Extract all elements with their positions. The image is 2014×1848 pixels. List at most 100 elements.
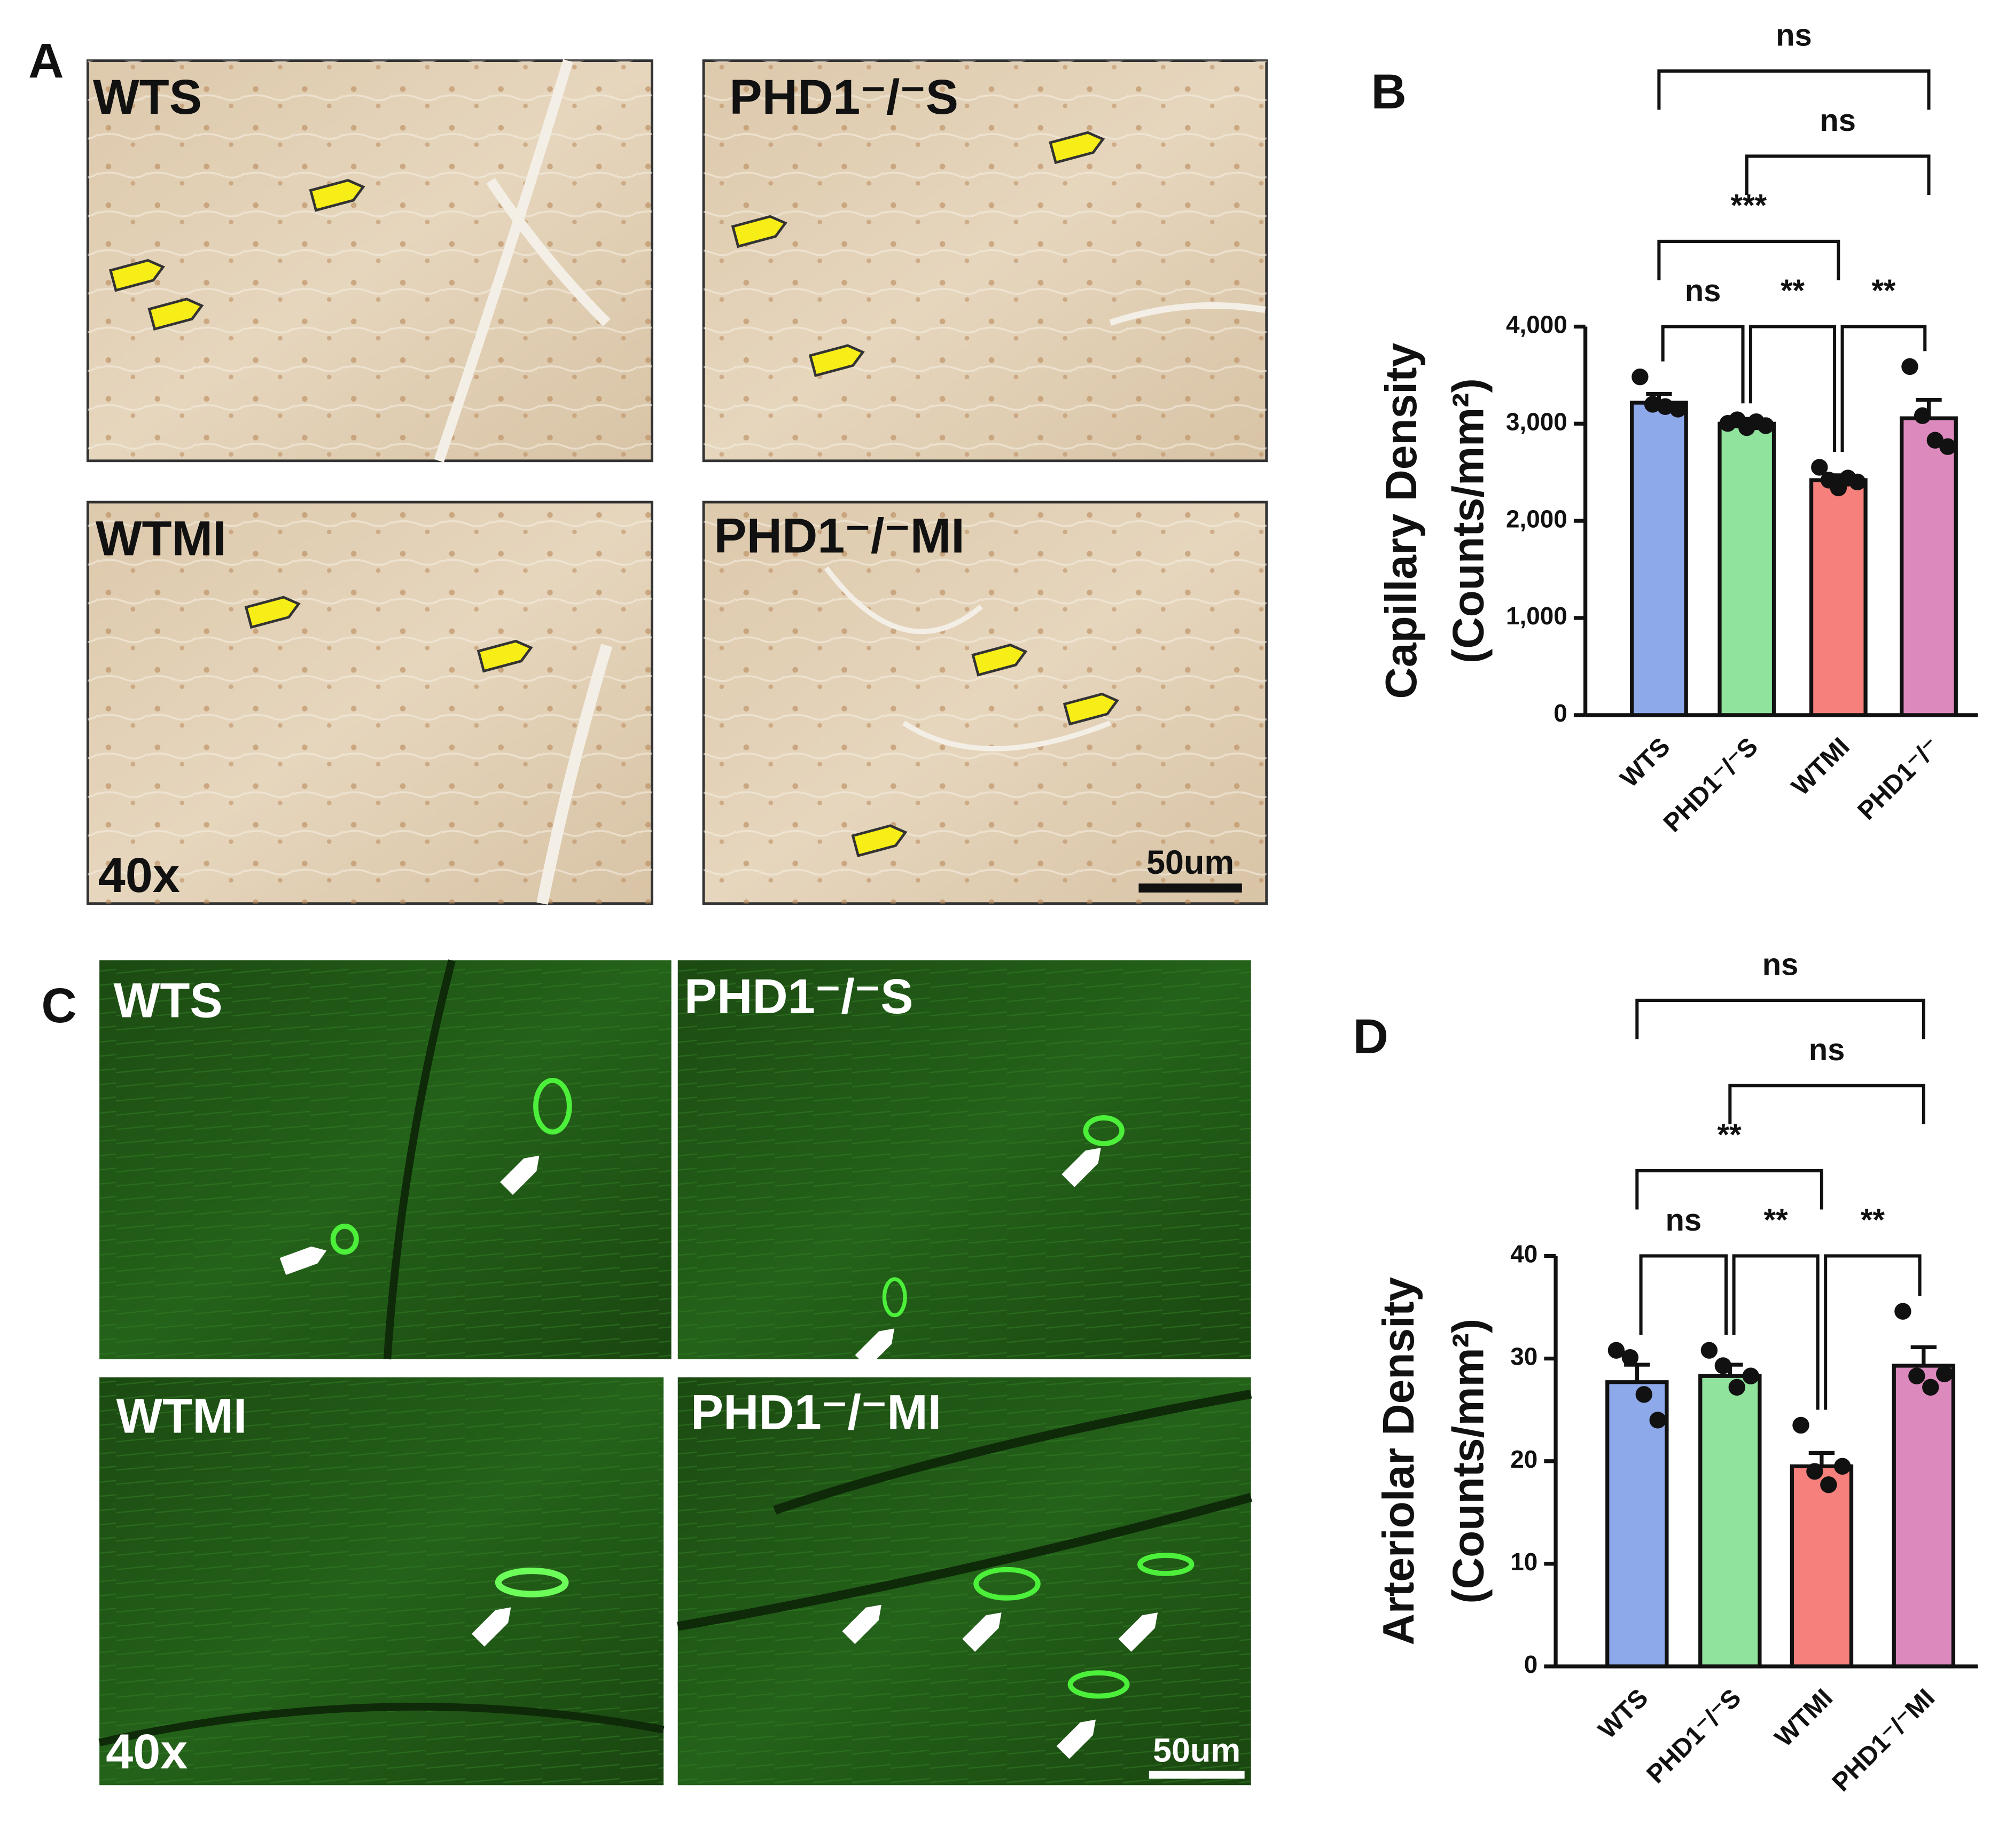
- data-point: [1669, 401, 1687, 418]
- significance-bracket: [1824, 1254, 1922, 1410]
- error-bar: [1808, 1451, 1835, 1467]
- bar: [1698, 1374, 1762, 1669]
- bar: [1790, 1464, 1854, 1669]
- x-tick-label: WTS: [1615, 732, 1676, 793]
- micrograph: [677, 1377, 1252, 1786]
- significance-label: ns: [1762, 947, 1799, 982]
- data-point: [1926, 432, 1944, 449]
- data-point: [1621, 1349, 1639, 1366]
- data-point: [1908, 1367, 1925, 1384]
- significance-label: ns: [1685, 273, 1721, 308]
- significance-bracket: [1635, 1169, 1823, 1210]
- data-point: [1806, 1463, 1823, 1480]
- significance-bracket: [1635, 998, 1925, 1039]
- y-tick-label: 3,000: [1506, 408, 1567, 435]
- micrographs-c: C WTS PHD1⁻/⁻S WTMI PHD1⁻/⁻MI 40x 50um: [41, 959, 1252, 1786]
- significance-label: **: [1871, 273, 1896, 308]
- data-point: [1834, 1458, 1851, 1475]
- data-point: [1936, 1365, 1953, 1383]
- y-axis-title: Arteriolar Density: [1375, 1277, 1423, 1646]
- data-point: [1657, 398, 1674, 416]
- data-point: [1714, 1357, 1732, 1374]
- significance-bracket: [1745, 154, 1931, 195]
- micrograph: [702, 500, 1268, 905]
- data-point: [1700, 1342, 1718, 1359]
- bar: [1630, 401, 1688, 717]
- y-tick-label: 0: [1524, 1650, 1538, 1678]
- data-point: [1757, 417, 1774, 434]
- caption: PHD1⁻/⁻S: [684, 969, 914, 1024]
- error-bar: [1624, 1362, 1650, 1382]
- significance-label: ***: [1731, 188, 1767, 223]
- magnification: 40x: [106, 1725, 188, 1779]
- data-point: [1644, 396, 1661, 413]
- micrograph: [702, 59, 1268, 463]
- bar: [1718, 421, 1776, 717]
- y-tick-label: 4,000: [1506, 311, 1567, 339]
- significance-bracket: [1732, 1254, 1820, 1410]
- x-tick-label: PHD1⁻/⁻S: [1641, 1683, 1747, 1789]
- significance-bracket: [1748, 325, 1837, 452]
- micrograph: [86, 59, 653, 463]
- data-point: [1849, 473, 1866, 491]
- caption: PHD1⁻/⁻MI: [714, 508, 964, 563]
- significance-label: **: [1781, 273, 1805, 308]
- caption: WTMI: [96, 511, 227, 566]
- scale-bar-label: 50um: [1153, 1732, 1240, 1769]
- y-tick-label: 0: [1554, 699, 1567, 727]
- significance-label: ns: [1809, 1032, 1845, 1067]
- significance-label: ns: [1665, 1203, 1701, 1238]
- significance-bracket: [1657, 69, 1931, 110]
- x-tick-label: WTS: [1593, 1683, 1654, 1744]
- x-tick-label: WTMI: [1769, 1683, 1838, 1752]
- y-axis-title: Capillary Density: [1377, 343, 1426, 699]
- y-tick-label: 20: [1510, 1445, 1537, 1473]
- scale-bar-label: 50um: [1146, 844, 1234, 881]
- data-point: [1820, 1476, 1837, 1493]
- data-point: [1901, 358, 1918, 375]
- data-point: [1607, 1342, 1625, 1359]
- data-point: [1922, 1379, 1939, 1396]
- data-point: [1728, 1379, 1746, 1396]
- y-tick-label: 1,000: [1506, 602, 1567, 630]
- y-axis-title: (Counts/mm²): [1445, 378, 1493, 663]
- x-tick-label: PHD1⁻/⁻MI: [1826, 1683, 1940, 1797]
- data-point: [1894, 1303, 1911, 1320]
- significance-bracket: [1639, 1254, 1728, 1335]
- panel-label: C: [41, 978, 76, 1033]
- panel-label: A: [28, 34, 64, 88]
- micrograph: [99, 959, 672, 1360]
- data-point: [1649, 1412, 1666, 1429]
- y-tick-label: 10: [1510, 1548, 1537, 1576]
- significance-label: **: [1764, 1203, 1789, 1238]
- micrograph: [677, 960, 1251, 1359]
- micrograph: [98, 1377, 665, 1786]
- caption: WTS: [93, 70, 202, 124]
- y-tick-label: 30: [1510, 1343, 1537, 1371]
- caption: PHD1⁻/⁻MI: [691, 1385, 941, 1439]
- y-axis-title: (Counts/mm²): [1445, 1319, 1493, 1604]
- significance-bracket: [1728, 1084, 1925, 1124]
- significance-label: ns: [1776, 18, 1812, 52]
- data-point: [1914, 407, 1931, 424]
- significance-label: ns: [1820, 103, 1856, 138]
- data-point: [1742, 1367, 1759, 1384]
- magnification: 40x: [98, 848, 180, 903]
- data-point: [1792, 1416, 1809, 1434]
- significance-bracket: [1661, 325, 1745, 404]
- x-tick-label: WTMI: [1786, 732, 1855, 801]
- charts: B Capillary Density (Counts/mm²) 0 1,000 2,00…: [1353, 18, 1978, 1797]
- micrograph: [86, 500, 653, 905]
- data-point: [1939, 438, 1956, 455]
- bar: [1900, 416, 1958, 717]
- x-tick-label: PHD1⁻/⁻: [1852, 732, 1946, 826]
- micrographs-a: A WTS PHD1⁻/⁻S WTMI PHD1⁻/⁻MI 40x 50um: [28, 34, 1268, 905]
- significance-bracket: [1840, 325, 1927, 452]
- significance-bracket: [1657, 239, 1840, 280]
- caption: WTS: [114, 973, 223, 1028]
- bar: [1809, 478, 1868, 717]
- bar: [1892, 1364, 1956, 1669]
- y-tick-label: 40: [1510, 1240, 1537, 1268]
